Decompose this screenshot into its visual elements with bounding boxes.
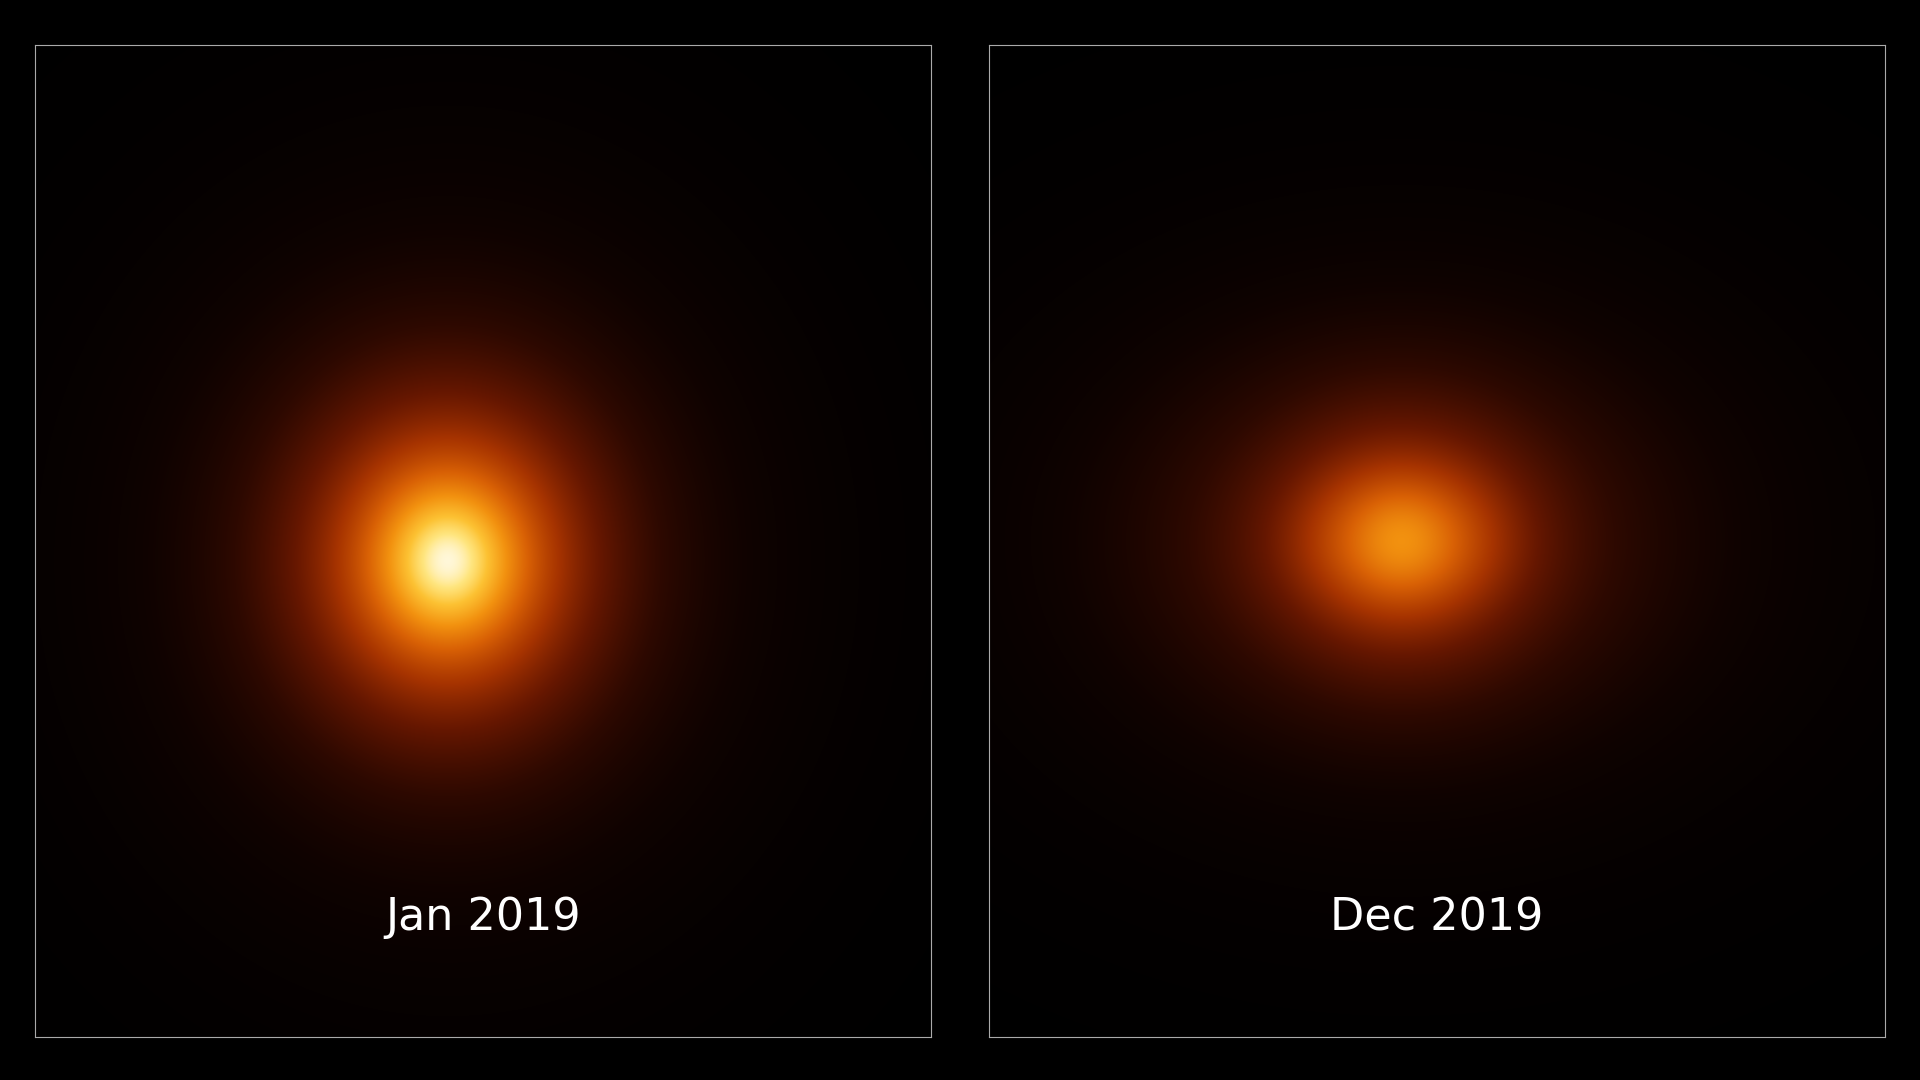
Text: Dec 2019: Dec 2019	[1331, 896, 1544, 940]
Text: Jan 2019: Jan 2019	[386, 896, 580, 940]
